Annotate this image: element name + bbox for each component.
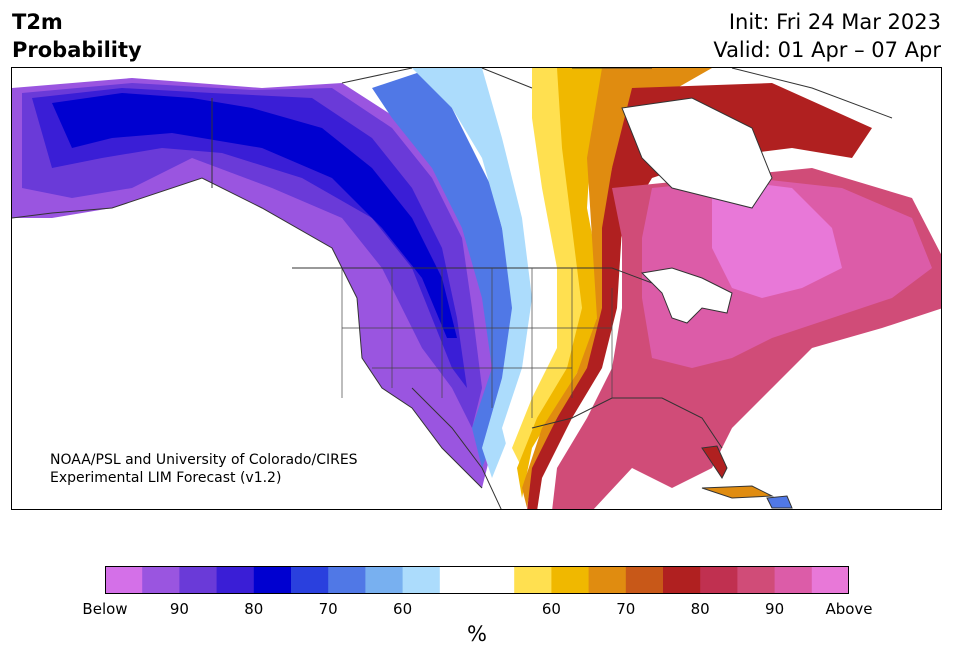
- credit-line-1: NOAA/PSL and University of Colorado/CIRE…: [50, 452, 358, 468]
- product-title: Probability: [12, 38, 142, 62]
- credit-note: NOAA/PSL and University of Colorado/CIRE…: [50, 451, 358, 487]
- mexico-outline: [411, 387, 502, 509]
- colorbar-tick-label: 70: [318, 600, 338, 618]
- colorbar-tick-label: Below: [82, 600, 128, 618]
- colorbar-swatch: [439, 566, 478, 594]
- colorbar-tick-label: 90: [169, 600, 189, 618]
- colorbar-tick-label: 60: [541, 600, 561, 618]
- colorbar-tick-label: 80: [244, 600, 264, 618]
- title-block-right: Init: Fri 24 Mar 2023 Valid: 01 Apr – 07…: [713, 8, 941, 64]
- colorbar-swatch: [625, 566, 664, 594]
- us-canada-border: [292, 267, 653, 284]
- west-coast: [12, 177, 483, 489]
- colorbar-swatch: [365, 566, 404, 594]
- variable-title: T2m: [12, 10, 63, 34]
- colorbar: [105, 566, 849, 594]
- colorbar-swatch: [291, 566, 329, 594]
- colorbar-svg: [105, 566, 849, 594]
- colorbar-border: [105, 566, 849, 594]
- colorbar-swatch: [551, 566, 590, 594]
- title-block-left: T2m Probability: [12, 8, 142, 64]
- state-lines: [341, 268, 613, 418]
- colorbar-swatch: [179, 566, 218, 594]
- colorbar-tick-label: 60: [393, 600, 413, 618]
- colorbar-swatch: [774, 566, 813, 594]
- hispaniola: [766, 495, 793, 509]
- credit-line-2: Experimental LIM Forecast (v1.2): [50, 470, 282, 486]
- gulf-coast: [531, 397, 723, 449]
- above-light-magenta-region: [712, 178, 842, 298]
- colorbar-tick-label: 80: [690, 600, 710, 618]
- colorbar-swatch: [811, 566, 849, 594]
- below-lightblue-band: [412, 68, 542, 478]
- colorbar-swatch: [663, 566, 701, 594]
- colorbar-swatch: [700, 566, 738, 594]
- colorbar-swatch: [253, 566, 292, 594]
- map-svg: [12, 68, 941, 509]
- hudson-bay: [621, 97, 773, 209]
- northern-islands: [341, 68, 893, 119]
- probability-map: NOAA/PSL and University of Colorado/CIRE…: [11, 67, 942, 510]
- colorbar-swatch: [737, 566, 776, 594]
- colorbar-swatch: [477, 566, 515, 594]
- colorbar-swatch: [402, 566, 441, 594]
- colorbar-swatch: [514, 566, 552, 594]
- colorbar-tick-label: Above: [825, 600, 873, 618]
- colorbar-swatch: [216, 566, 255, 594]
- colorbar-swatch: [142, 566, 180, 594]
- init-date: Init: Fri 24 Mar 2023: [728, 10, 941, 34]
- colorbar-swatch: [328, 566, 366, 594]
- below-strong-region: [52, 93, 457, 338]
- valid-range: Valid: 01 Apr – 07 Apr: [713, 38, 941, 62]
- colorbar-unit: %: [467, 622, 487, 646]
- above-gold-band: [517, 68, 632, 498]
- cuba: [701, 485, 774, 499]
- colorbar-swatch: [588, 566, 627, 594]
- colorbar-tick-label: 70: [616, 600, 636, 618]
- colorbar-swatch: [105, 566, 143, 594]
- florida: [701, 445, 728, 479]
- great-lakes: [640, 267, 733, 324]
- colorbar-tick-label: 90: [765, 600, 785, 618]
